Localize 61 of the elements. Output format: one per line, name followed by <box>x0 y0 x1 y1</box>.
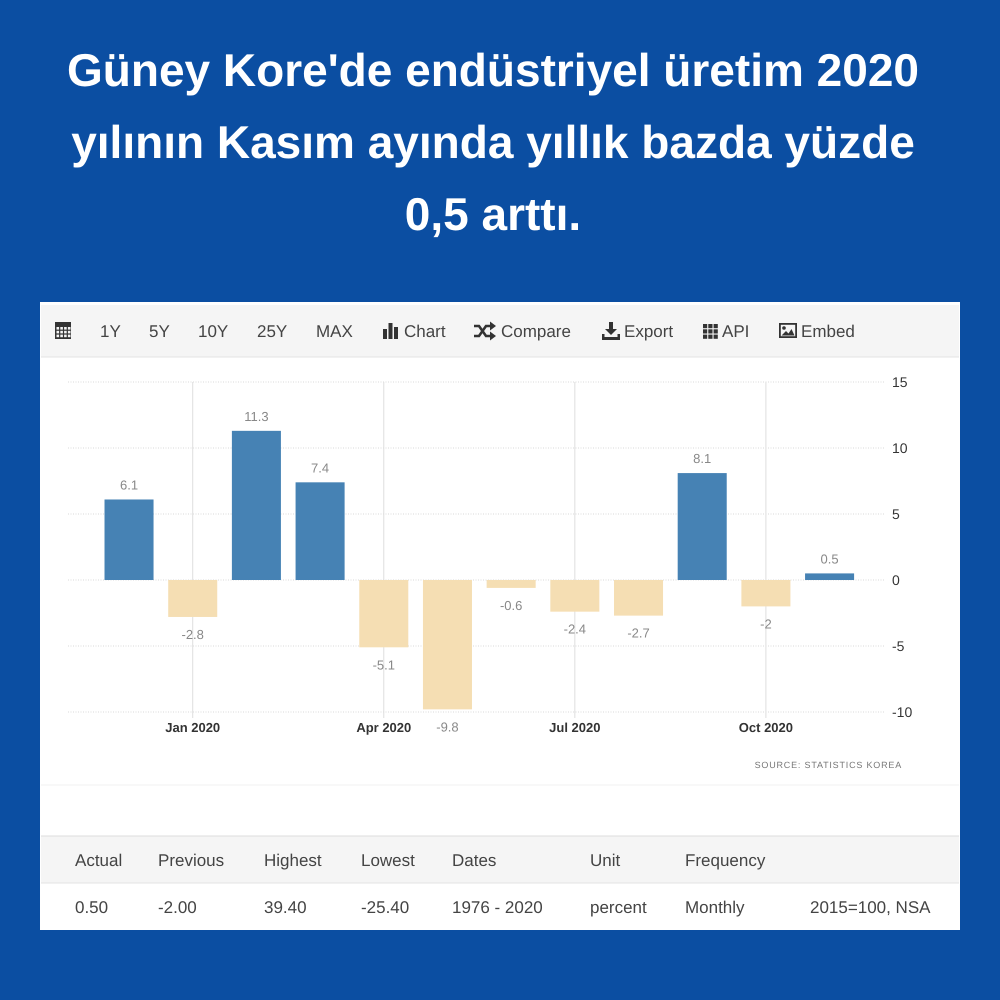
text: Lowest <box>361 851 416 870</box>
y-tick-label: -5 <box>892 638 905 654</box>
text: 39.40 <box>264 898 307 917</box>
text: 10Y <box>198 322 228 341</box>
text: Unit <box>590 851 621 870</box>
bar <box>741 580 790 606</box>
y-tick-label: 5 <box>892 506 900 522</box>
bar <box>678 473 727 580</box>
text: 2015=100, NSA <box>810 898 932 917</box>
text: -25.40 <box>361 898 410 917</box>
data-label: 0.5 <box>820 551 839 566</box>
text: percent <box>590 898 647 917</box>
text: API <box>722 322 750 341</box>
text: Embed <box>801 322 855 341</box>
bar <box>422 580 472 710</box>
bar <box>550 580 600 612</box>
text: 0.50 <box>75 898 108 917</box>
x-tick-label: Jan 2020 <box>165 720 220 735</box>
bar <box>296 482 345 580</box>
y-tick-label: 0 <box>892 572 900 588</box>
text: MAX <box>316 322 353 341</box>
bar <box>359 580 408 648</box>
text: 25Y <box>257 322 288 341</box>
x-tick-label: Jul 2020 <box>549 720 600 735</box>
bar <box>614 580 664 616</box>
text: Dates <box>452 851 496 870</box>
text: 5Y <box>149 322 170 341</box>
y-tick-label: 15 <box>892 374 908 390</box>
data-label: -2 <box>760 616 772 632</box>
data-label: -2.8 <box>182 626 204 642</box>
text: 1976 - 2020 <box>452 898 543 917</box>
x-tick-label: Oct 2020 <box>738 720 793 735</box>
data-label: 7.4 <box>311 460 330 476</box>
y-tick-label: -10 <box>892 704 912 720</box>
text: Actual <box>75 851 122 870</box>
y-tick-label: 10 <box>892 440 908 456</box>
text: 1Y <box>100 322 121 341</box>
text: Highest <box>264 851 322 870</box>
text: -2.00 <box>158 898 197 917</box>
bar <box>486 580 536 588</box>
x-tick-label: Apr 2020 <box>356 720 412 735</box>
data-label: -9.8 <box>436 719 459 734</box>
data-label: -2.7 <box>627 626 650 641</box>
text: Frequency <box>685 851 766 870</box>
data-label: -5.1 <box>372 657 395 672</box>
data-label: 11.3 <box>244 408 269 424</box>
chart-title: Güney Kore'de endüstriyel üretim 2020 yılının Kasım ayında yıllık bazda yüzde 0,5 arttı. <box>66 44 920 240</box>
bar <box>805 573 854 580</box>
text: Previous <box>158 851 224 870</box>
bar <box>232 430 281 580</box>
text: Chart <box>404 322 446 341</box>
source-note: SOURCE: STATISTICS KOREA <box>754 760 902 770</box>
data-label: 6.1 <box>120 477 138 492</box>
data-label: 8.1 <box>693 451 712 466</box>
text: Compare <box>501 322 571 341</box>
bar <box>168 580 218 617</box>
text: Monthly <box>685 898 746 917</box>
bar <box>104 499 154 580</box>
data-label: -0.6 <box>500 598 522 613</box>
text: Export <box>624 322 674 341</box>
data-label: -2.4 <box>564 622 586 637</box>
